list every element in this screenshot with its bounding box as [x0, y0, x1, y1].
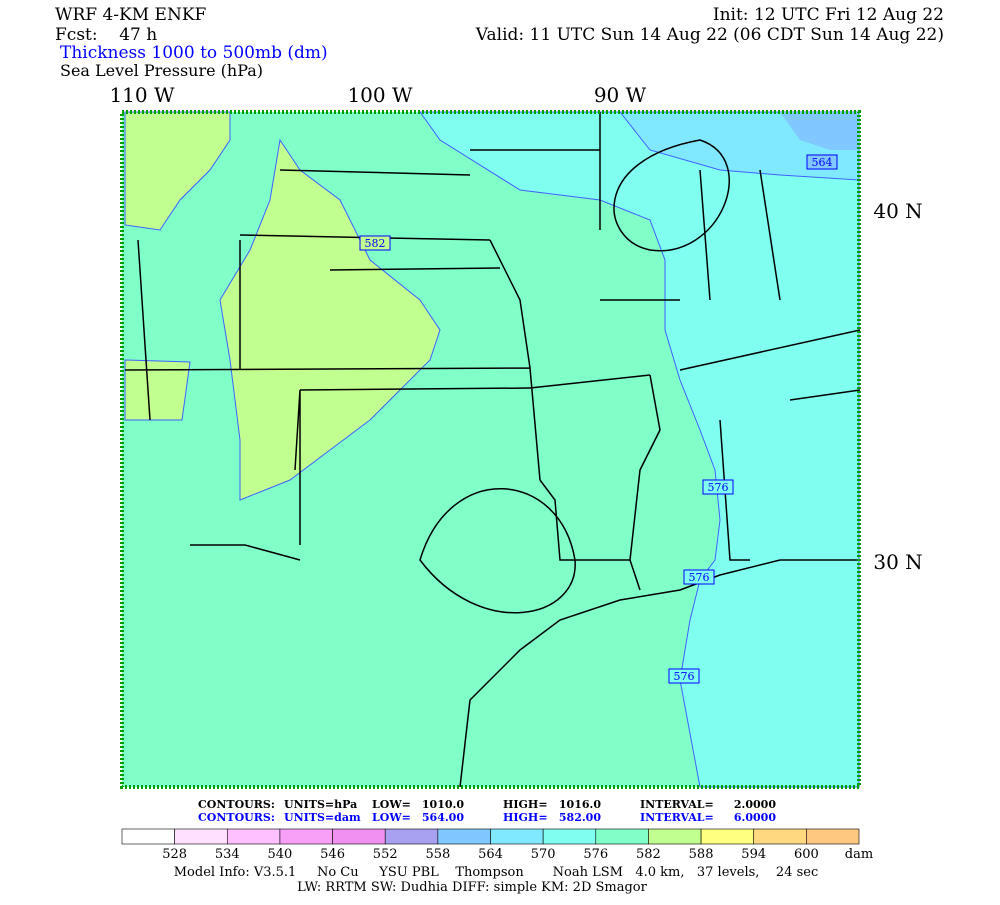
footer-item: CONTOURS: [198, 811, 275, 824]
colorbar-label: 564 [478, 847, 503, 862]
map: 582 564 576 576 576 [120, 110, 861, 789]
colorbar-box [437, 828, 491, 845]
colorbar-label: 594 [741, 847, 766, 862]
colorbar-label: 600 [794, 847, 819, 862]
footer-item: 2.0000 [734, 798, 776, 811]
colorbar-box [332, 828, 386, 845]
colorbar-box [121, 828, 175, 845]
colorbar-label: 546 [320, 847, 345, 862]
footer-item: HIGH= [503, 811, 548, 824]
lat-label: 40 N [873, 199, 922, 223]
colorbar-label: 558 [425, 847, 450, 862]
colorbar-label: 552 [373, 847, 398, 862]
footer-item: LOW= [372, 811, 411, 824]
model-info: Model Info: V3.5.1 No Cu YSU PBL Thompso… [174, 865, 819, 880]
footer-item: 1010.0 [422, 798, 464, 811]
footer-item: LOW= [372, 798, 411, 811]
field-thickness: Thickness 1000 to 500mb (dm) [60, 43, 328, 63]
footer-item: INTERVAL= [640, 811, 714, 824]
contour-label: 564 [812, 156, 833, 169]
colorbar-label: 570 [531, 847, 556, 862]
thickness-582 [124, 111, 231, 231]
lon-label: 110 W [109, 83, 175, 107]
colorbar-label: 540 [268, 847, 293, 862]
footer-item: CONTOURS: [198, 798, 275, 811]
colorbar-box [384, 828, 439, 845]
colorbar-box [700, 828, 755, 845]
footer-item: 564.00 [422, 811, 464, 824]
colorbar-label: 576 [583, 847, 608, 862]
map-frame [120, 110, 861, 789]
thickness-582 [124, 359, 191, 421]
footer-item: HIGH= [503, 798, 548, 811]
footer-item: 582.00 [559, 811, 601, 824]
lon-label: 90 W [594, 83, 647, 107]
model-name: WRF 4-KM ENKF [55, 5, 207, 25]
footer-slp: CONTOURS: UNITS=hPa LOW= 1010.0 HIGH= 1016.0 I… [198, 798, 776, 811]
colorbar-label: 588 [689, 847, 714, 862]
field-slp: Sea Level Pressure (hPa) [60, 61, 263, 80]
footer-thickness: CONTOURS: UNITS=dam LOW= 564.00 HIGH= 582.00 I… [198, 811, 776, 824]
colorbar-box [648, 828, 702, 845]
contour-label: 576 [689, 571, 710, 584]
colorbar-box [226, 828, 281, 845]
lat-label: 30 N [873, 550, 922, 574]
contour-labels: 582 564 576 576 576 [359, 154, 838, 684]
footer-item: UNITS=hPa [284, 798, 357, 811]
colorbar-box [279, 828, 333, 845]
init-time: Init: 12 UTC Fri 12 Aug 22 [713, 5, 944, 25]
colorbar-unit: dam [845, 847, 873, 862]
colorbar-label: 582 [636, 847, 661, 862]
thickness-558 [780, 112, 859, 150]
model-info: LW: RRTM SW: Dudhia DIFF: simple KM: 2D … [297, 880, 647, 895]
colorbar-box [806, 828, 860, 845]
footer-item: INTERVAL= [640, 798, 714, 811]
colorbar-box [542, 828, 597, 845]
colorbar-box [595, 828, 649, 845]
boundaries [124, 112, 861, 788]
colorbar-box [753, 828, 807, 845]
forecast-hour: Fcst: 47 h [55, 25, 157, 45]
footer-item: 6.0000 [734, 811, 776, 824]
colorbar: 528 534 540 546 552 558 564 570 576 582 588 594 600 d… [121, 828, 873, 862]
footer-item: UNITS=dam [284, 811, 361, 824]
lon-labels: 110 W 100 W 90 W 40 N 30 N [109, 83, 922, 574]
contour-label: 576 [674, 670, 695, 683]
contour-label: 576 [708, 481, 729, 494]
footer-item: 1016.0 [559, 798, 601, 811]
colorbar-box [490, 828, 544, 845]
colorbar-label: 534 [215, 847, 240, 862]
valid-time: Valid: 11 UTC Sun 14 Aug 22 (06 CDT Sun … [475, 25, 944, 45]
colorbar-label: 528 [162, 847, 187, 862]
lon-label: 100 W [347, 83, 413, 107]
contour-label: 582 [365, 237, 386, 250]
colorbar-box [174, 828, 228, 845]
